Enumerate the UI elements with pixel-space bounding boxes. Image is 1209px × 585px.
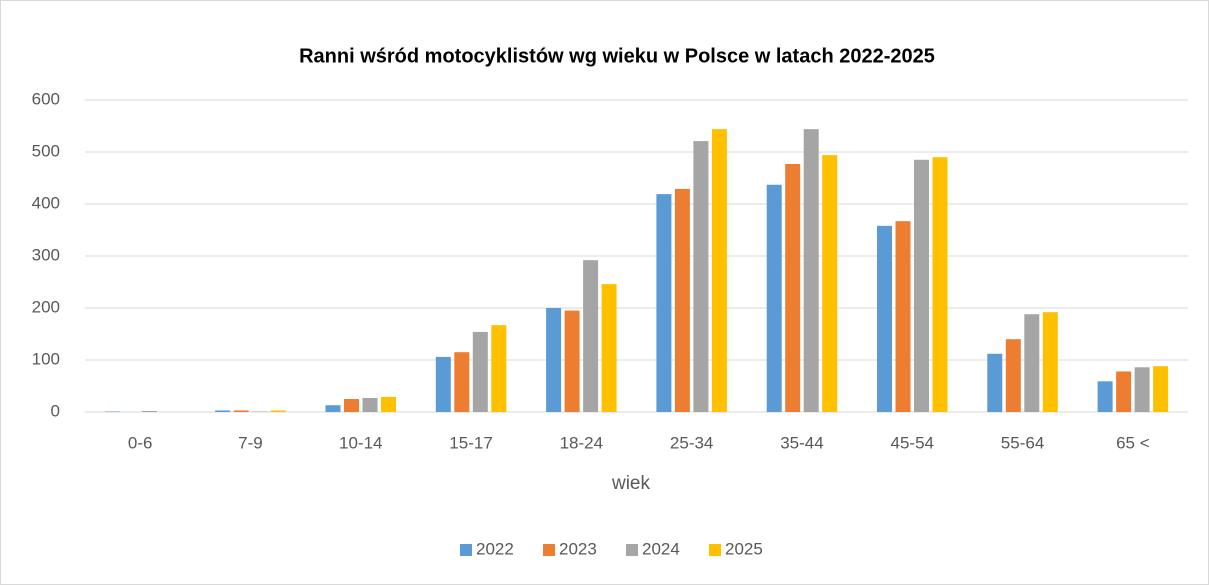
bar <box>325 405 341 412</box>
x-tick-label: 7-9 <box>238 433 263 452</box>
x-tick-label: 25-34 <box>670 433 713 452</box>
bar <box>711 129 727 412</box>
y-tick-label: 300 <box>32 245 60 264</box>
x-axis-label: wiek <box>611 473 651 494</box>
bar <box>1024 314 1040 412</box>
bar <box>656 194 672 412</box>
bar <box>344 399 359 412</box>
chart-title: Ranni wśród motocyklistów wg wieku w Pol… <box>299 45 935 67</box>
bar <box>1153 366 1169 412</box>
bar <box>674 188 690 412</box>
bar <box>233 410 249 412</box>
legend-label: 2025 <box>725 539 763 558</box>
legend-label: 2023 <box>559 539 597 558</box>
bar <box>491 325 507 412</box>
bar <box>785 163 801 412</box>
x-tick-label: 15-17 <box>449 433 492 452</box>
bar <box>472 331 488 412</box>
bar <box>454 352 470 412</box>
bar <box>803 129 819 412</box>
bar <box>435 356 451 412</box>
legend-swatch <box>626 544 638 556</box>
bar <box>546 308 562 412</box>
bar <box>693 141 709 412</box>
x-tick-label: 35-44 <box>780 433 823 452</box>
y-tick-label: 200 <box>32 297 60 316</box>
legend-label: 2024 <box>642 539 680 558</box>
bar <box>601 284 617 412</box>
bar <box>877 225 892 412</box>
x-tick-label: 65 < <box>1116 433 1150 452</box>
bar <box>270 410 286 412</box>
y-tick-label: 400 <box>32 193 60 212</box>
bar <box>1005 339 1021 412</box>
bar <box>1134 367 1150 412</box>
bar <box>932 157 948 412</box>
bar <box>583 260 599 412</box>
x-tick-label: 0-6 <box>128 433 153 452</box>
y-tick-label: 500 <box>32 141 60 160</box>
bar <box>362 397 378 412</box>
bar <box>381 396 396 412</box>
bar <box>1042 312 1058 412</box>
bar <box>564 310 580 412</box>
x-tick-label: 55-64 <box>1001 433 1044 452</box>
legend-swatch <box>709 544 721 556</box>
bar <box>141 410 157 412</box>
bar <box>252 411 268 412</box>
bar <box>822 155 838 412</box>
legend-swatch <box>543 544 555 556</box>
legend-label: 2022 <box>476 539 514 558</box>
bar <box>104 411 120 412</box>
bar <box>987 353 1003 412</box>
x-tick-label: 10-14 <box>339 433 382 452</box>
bar <box>1116 371 1132 412</box>
x-tick-label: 45-54 <box>891 433 934 452</box>
bar <box>895 221 911 412</box>
x-tick-label: 18-24 <box>560 433 603 452</box>
bar <box>215 410 231 412</box>
y-tick-label: 0 <box>51 401 60 420</box>
y-tick-label: 100 <box>32 349 60 368</box>
bar <box>914 159 929 412</box>
bar <box>1097 381 1113 412</box>
bar <box>766 184 782 412</box>
legend-swatch <box>460 544 472 556</box>
y-tick-label: 600 <box>32 89 60 108</box>
